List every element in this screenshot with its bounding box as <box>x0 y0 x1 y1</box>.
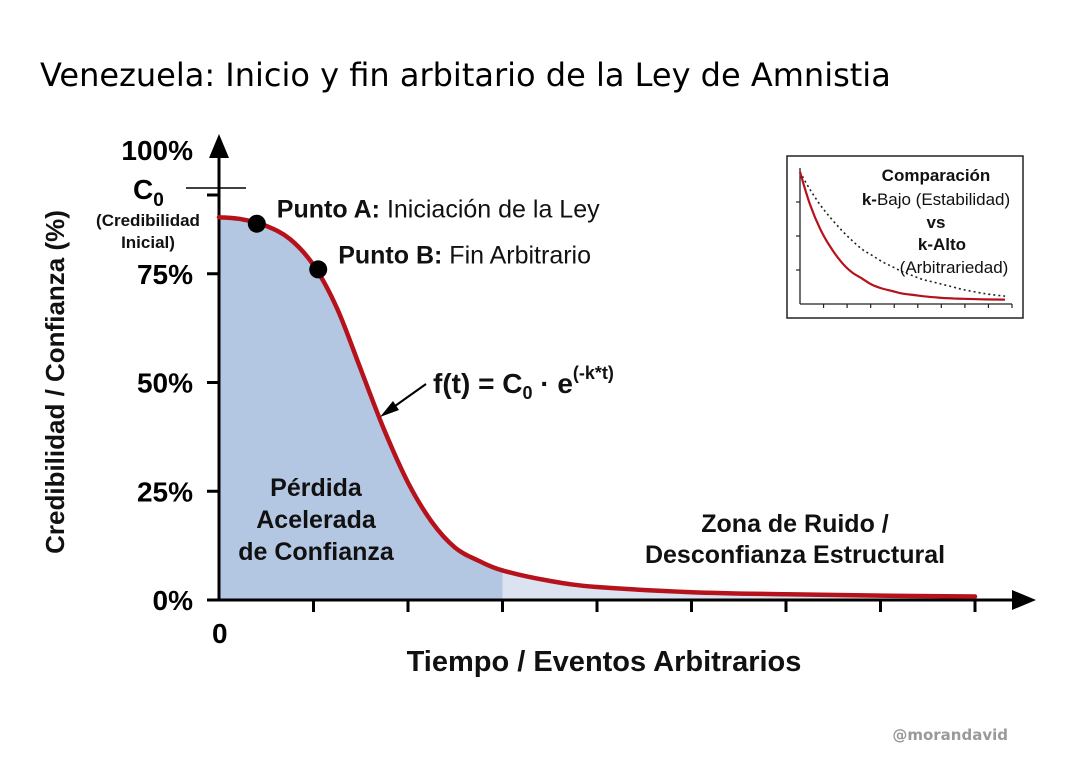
region-left-line1: Pérdida <box>270 474 363 502</box>
annotated-points: Punto A: Iniciación de la Ley Punto B: Fi… <box>247 196 600 279</box>
point-label-a: Punto A: Iniciación de la Ley <box>277 196 600 224</box>
formula-arrow-head <box>380 401 399 417</box>
point-label-b: Punto B: Fin Arbitrario <box>338 241 591 269</box>
inset-line5: (Arbitrariedad) <box>900 258 1009 277</box>
shaded-area-accelerated-loss <box>219 217 503 600</box>
x-axis-label: Tiempo / Eventos Arbitrarios <box>407 646 802 678</box>
inset-line2-text: Bajo (Estabilidad) <box>877 190 1010 209</box>
c0-label-sub: 0 <box>153 190 164 211</box>
y-tick-label-100: 100% <box>121 135 193 166</box>
x-origin-label: 0 <box>212 618 228 649</box>
x-axis-arrow <box>1012 590 1036 610</box>
point-label-text-a: Iniciación de la Ley <box>380 196 600 224</box>
y-tick-label-25: 25% <box>137 476 193 507</box>
formula-text: f(t) = C0 · e(-k*t) <box>433 363 614 403</box>
formula-mid: · e <box>532 368 572 399</box>
point-label-bold-b: Punto B: <box>338 241 442 269</box>
inset-frame <box>786 155 1024 319</box>
y-axis-arrow <box>209 134 229 158</box>
inset-chart: Comparación k-Bajo (Estabilidad) vs k-Al… <box>786 155 1024 319</box>
formula-sup: (-k*t) <box>573 363 614 383</box>
y-ticks: 0% 25% 50% 75% 100% <box>121 135 219 616</box>
inset-series-k-low <box>799 171 1006 297</box>
region-right-line1: Zona de Ruido / <box>701 510 889 538</box>
x-ticks <box>312 600 977 612</box>
shaded-area-noise <box>502 570 975 600</box>
point-marker-b <box>309 260 328 279</box>
axes <box>207 134 1036 610</box>
point-marker-a <box>247 214 266 233</box>
inset-line2-bold: k- <box>862 190 877 209</box>
inset-ticks <box>796 201 1013 308</box>
inset-line1: Comparación <box>882 166 991 185</box>
y-tick-label-50: 50% <box>137 368 193 399</box>
inset-line4: k-Alto <box>918 235 966 254</box>
c0-note-line2: Inicial) <box>121 233 175 252</box>
formula-sub: 0 <box>522 383 532 403</box>
c0-label-main: C <box>133 174 153 205</box>
point-label-bold-a: Punto A: <box>277 196 380 224</box>
watermark: @morandavid <box>892 726 1008 744</box>
region-left-label: Pérdida Acelerada de Confianza <box>238 474 395 566</box>
series-line-credibility <box>216 214 978 599</box>
formula-annotation: f(t) = C0 · e(-k*t) <box>380 363 614 417</box>
region-left-line3: de Confianza <box>238 538 395 566</box>
formula-lhs: f(t) = C <box>433 368 522 399</box>
region-right-line2: Desconfianza Estructural <box>645 541 945 569</box>
inset-line2: k-Bajo (Estabilidad) <box>862 190 1010 209</box>
region-right-label: Zona de Ruido / Desconfianza Estructural <box>645 510 945 569</box>
inset-line3: vs <box>927 213 946 232</box>
chart-title: Venezuela: Inicio y fin arbitario de la … <box>40 56 891 94</box>
inset-series-k-high <box>798 171 1006 301</box>
point-label-text-b: Fin Arbitrario <box>442 241 591 269</box>
c0-label: C0 <box>133 174 164 211</box>
c0-note-line1: (Credibilidad <box>96 211 200 230</box>
y-tick-label-75: 75% <box>137 259 193 290</box>
region-left-line2: Acelerada <box>256 506 377 534</box>
y-tick-label-0: 0% <box>153 585 194 616</box>
y-axis-label: Credibilidad / Confianza (%) <box>40 210 70 554</box>
